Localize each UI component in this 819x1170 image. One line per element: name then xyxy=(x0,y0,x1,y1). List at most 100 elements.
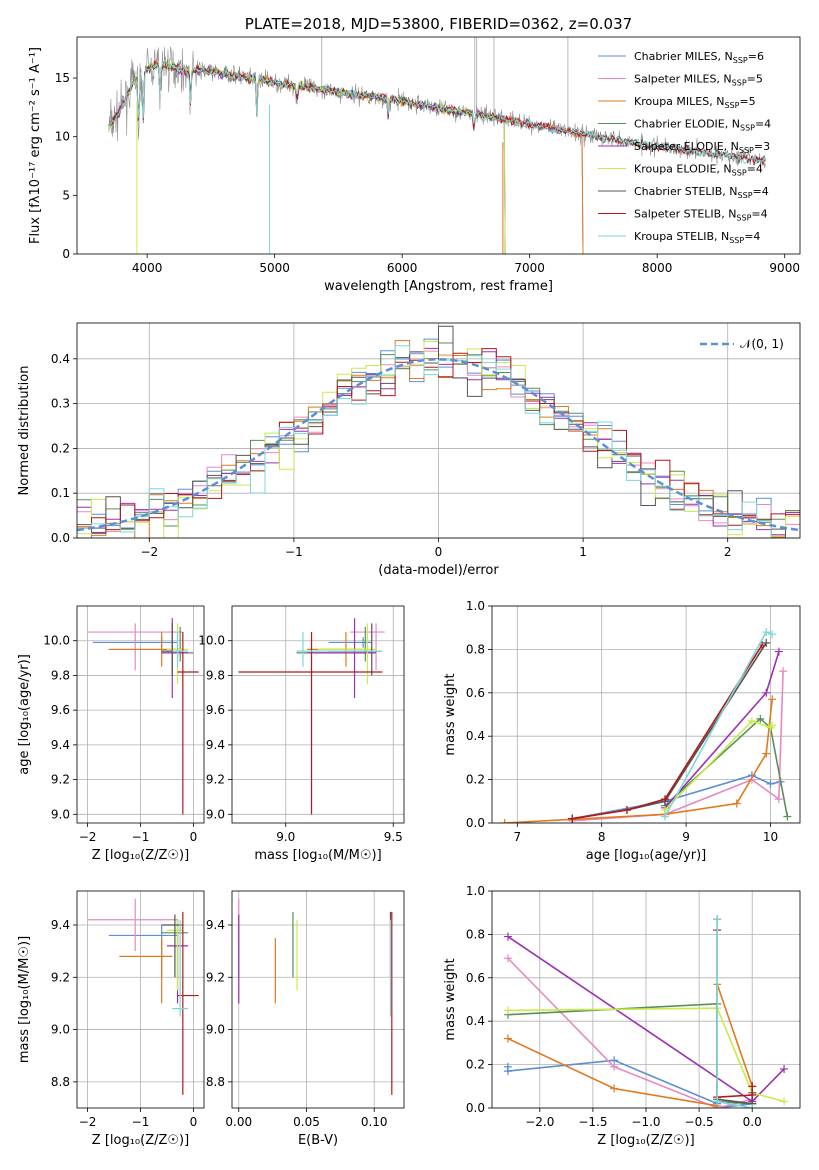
legend-text: Kroupa STELIB, N xyxy=(634,230,729,243)
residuals-legend: 𝒩(0, 1) xyxy=(700,337,784,351)
x-tick-label: −2 xyxy=(79,1115,97,1129)
weight-series-kroupa-stelib xyxy=(660,628,777,821)
y-tick-label: 10 xyxy=(55,130,70,144)
x-tick-label: 1 xyxy=(579,545,587,559)
mass-vs-metallicity-panel: −2 −1 0 8.8 9.0 9.2 9.4 Z [log₁₀(Z/Z☉)] mass [lo… xyxy=(17,890,205,1148)
legend-label: Salpeter MILES, NSSP=5 xyxy=(634,73,763,88)
y-tick-label: 0.0 xyxy=(466,816,485,830)
plot-area xyxy=(87,898,199,1095)
axes-frame xyxy=(231,890,405,1109)
x-tick-label: 9000 xyxy=(769,261,800,275)
x-axis-label: (data-model)/error xyxy=(378,563,499,578)
error-point-kroupa-stelib xyxy=(172,919,189,1017)
legend-label: 𝒩(0, 1) xyxy=(740,337,784,351)
plot-area xyxy=(108,37,767,254)
weight-series-kroupa-stelib xyxy=(713,915,757,1108)
legend-subscript: SSP xyxy=(739,146,754,155)
x-tick-label: 0 xyxy=(435,545,443,559)
legend-label: Chabrier ELODIE, NSSP=4 xyxy=(634,118,771,133)
legend-text: Kroupa ELODIE, N xyxy=(634,163,732,176)
y-tick-label: 8.8 xyxy=(51,1075,70,1089)
chart-title: PLATE=2018, MJD=53800, FIBERID=0362, z=0… xyxy=(245,15,632,33)
legend-subscript: SSP xyxy=(732,79,747,88)
legend-label: Chabrier MILES, NSSP=6 xyxy=(634,50,764,65)
y-tick-label: 9.2 xyxy=(51,773,70,787)
y-tick-label: 9.2 xyxy=(206,970,225,984)
legend-suffix: =4 xyxy=(753,185,769,198)
x-tick-label: −1.0 xyxy=(631,1115,660,1129)
weight-series-line xyxy=(664,720,773,811)
legend-text: Salpeter ELODIE, N xyxy=(634,140,739,153)
weight-series-line xyxy=(572,644,763,820)
legend-subscript: SSP xyxy=(740,124,755,133)
x-tick-label: 0.10 xyxy=(361,1115,388,1129)
y-tick-label: 0.2 xyxy=(51,441,70,455)
y-tick-label: 0.4 xyxy=(466,729,485,743)
x-tick-label: 8000 xyxy=(642,261,673,275)
legend-label: Salpeter ELODIE, NSSP=3 xyxy=(634,140,770,155)
x-tick-label: −2 xyxy=(140,545,158,559)
y-axis-label: age [log₁₀(age/yr)] xyxy=(17,654,32,775)
weight-series-kroupa-miles xyxy=(500,695,777,823)
y-tick-label: 0.0 xyxy=(51,531,70,545)
weight-point-marker xyxy=(503,1034,512,1043)
weight-point-marker xyxy=(762,688,771,697)
y-tick-label: 1.0 xyxy=(466,599,485,613)
error-point-salpeter-stelib xyxy=(177,632,199,815)
y-tick-label: 0.8 xyxy=(466,927,485,941)
x-tick-label: 2 xyxy=(724,545,732,559)
y-tick-label: 0 xyxy=(62,247,70,261)
x-axis-label: Z [log₁₀(Z/Z☉)] xyxy=(92,1133,189,1148)
x-tick-label: 5000 xyxy=(259,261,290,275)
weight-point-marker xyxy=(774,795,783,804)
weight-point-marker xyxy=(748,1104,757,1108)
legend-text: Chabrier MILES, N xyxy=(634,50,733,63)
error-point-chabrier-stelib xyxy=(161,914,183,978)
x-axis-label: wavelength [Angstrom, rest frame] xyxy=(324,279,553,294)
legend-suffix: =4 xyxy=(755,118,771,131)
legend-subscript: SSP xyxy=(736,214,751,223)
x-axis-label: Z [log₁₀(Z/Z☉)] xyxy=(92,848,189,863)
weight-point-marker xyxy=(503,932,512,941)
legend-label: Chabrier STELIB, NSSP=4 xyxy=(634,185,769,200)
y-tick-label: 0.6 xyxy=(466,971,485,985)
legend-text: Salpeter MILES, N xyxy=(634,73,732,86)
y-tick-label: 9.0 xyxy=(51,807,70,821)
weight-point-marker xyxy=(713,1097,722,1106)
legend-label: Salpeter STELIB, NSSP=4 xyxy=(634,208,768,223)
model-spectrum-line-kroupa-stelib xyxy=(108,59,767,165)
weight-point-marker xyxy=(780,1064,789,1073)
weight-point-marker xyxy=(503,1006,512,1015)
weight-point-marker xyxy=(768,630,777,639)
legend-subscript: SSP xyxy=(738,191,753,200)
weight-point-marker xyxy=(660,795,669,804)
weight-point-marker xyxy=(748,1090,757,1099)
x-tick-label: 10 xyxy=(763,830,778,844)
weight-series-salpeter-stelib xyxy=(568,641,767,823)
y-tick-label: 9.8 xyxy=(206,668,225,682)
mass-vs-ebv-panel: 0.00 0.05 0.10 8.8 9.0 9.2 9.4 E(B-V) xyxy=(206,890,405,1148)
x-axis-label: Z [log₁₀(Z/Z☉)] xyxy=(597,1133,694,1148)
weight-point-marker xyxy=(766,779,775,788)
y-tick-label: 0.3 xyxy=(51,397,70,411)
legend-text: Chabrier STELIB, N xyxy=(634,185,738,198)
x-tick-label: 9.5 xyxy=(384,830,403,844)
error-point-salpeter-stelib xyxy=(177,911,199,1095)
weight-point-marker xyxy=(768,721,777,730)
plot-area xyxy=(500,628,792,823)
x-tick-label: 9 xyxy=(682,830,690,844)
y-tick-label: 0.6 xyxy=(466,686,485,700)
weight-point-marker xyxy=(748,1082,757,1091)
x-tick-label: −1 xyxy=(285,545,303,559)
axes-frame xyxy=(76,36,801,255)
error-point-salpeter-miles xyxy=(87,623,183,671)
legend-text: Salpeter STELIB, N xyxy=(634,208,736,221)
y-tick-label: 10.0 xyxy=(198,634,225,648)
error-point-kroupa-miles xyxy=(119,938,173,1004)
y-tick-label: 9.4 xyxy=(206,918,225,932)
x-tick-label: 7000 xyxy=(514,261,545,275)
legend-suffix: =3 xyxy=(754,140,770,153)
x-tick-label: 0.0 xyxy=(743,1115,762,1129)
y-axis-label: mass weight xyxy=(443,958,458,1040)
